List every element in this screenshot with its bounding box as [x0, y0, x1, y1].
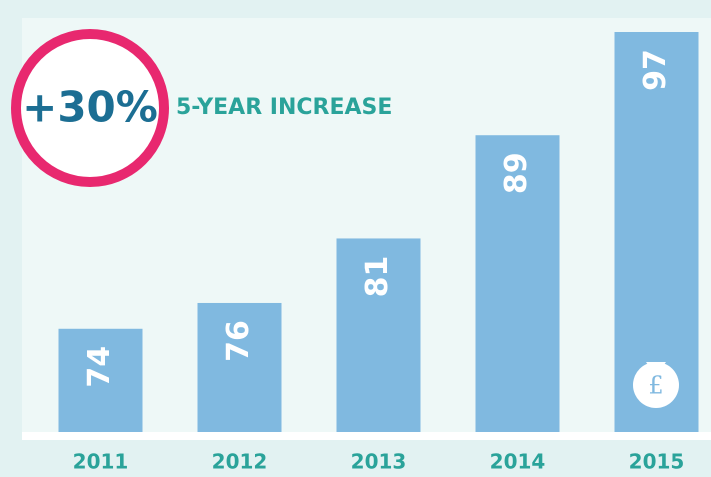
bar — [336, 238, 421, 432]
bar — [475, 135, 560, 432]
money-bag-icon: £ — [633, 362, 679, 408]
baseline — [22, 432, 711, 440]
value-label: 81 — [360, 256, 395, 298]
highlight-circle — [11, 29, 169, 187]
value-label: 97 — [638, 49, 673, 91]
x-tick-label: 2014 — [490, 450, 546, 474]
bar — [58, 328, 143, 432]
increase-value: +30% — [22, 83, 158, 132]
value-label: 74 — [82, 346, 117, 388]
bars — [58, 32, 699, 432]
value-label: 76 — [221, 320, 256, 362]
bag-body — [633, 362, 679, 408]
increase-label: 5-YEAR INCREASE — [176, 95, 392, 120]
bag-neck — [646, 362, 666, 370]
bar — [197, 302, 282, 432]
value-label: 89 — [499, 152, 534, 194]
x-tick-label: 2011 — [73, 450, 129, 474]
x-tick-label: 2015 — [629, 450, 685, 474]
x-tick-label: 2013 — [351, 450, 407, 474]
x-tick-label: 2012 — [212, 450, 268, 474]
pound-symbol: £ — [648, 372, 663, 400]
